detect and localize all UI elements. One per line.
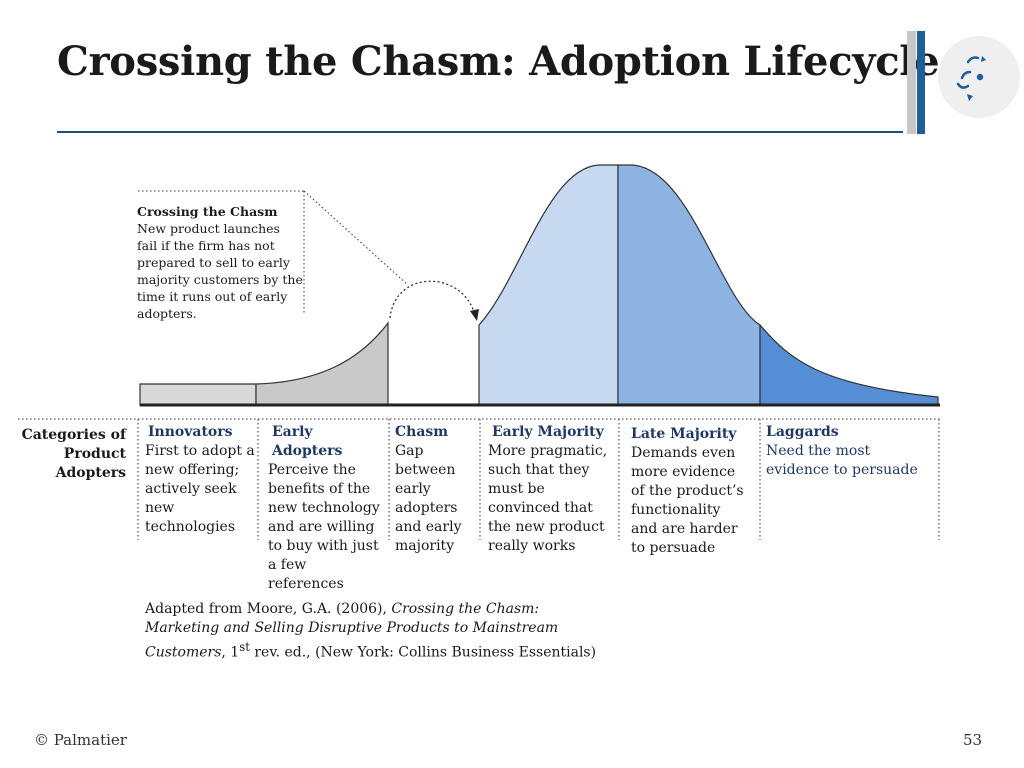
footer-copyright: © Palmatier	[34, 731, 127, 749]
callout-heading: Crossing the Chasm	[137, 204, 278, 219]
citation-book-title: Crossing the Chasm: Marketing and Sellin…	[145, 601, 559, 661]
accent-bar-blue	[917, 31, 925, 134]
category-chasm: Chasm Gap between early adopters and ear…	[395, 423, 475, 556]
accent-bar-gray	[907, 31, 916, 134]
chasm-callout: Crossing the Chasm New product launches …	[137, 203, 303, 322]
citation-prefix: Adapted from Moore, G.A. (2006),	[145, 601, 392, 617]
citation: Adapted from Moore, G.A. (2006), Crossin…	[145, 600, 615, 663]
laggards-segment	[759, 323, 939, 406]
category-text: More pragmatic, such that they must be c…	[488, 443, 608, 554]
logo-circle	[938, 36, 1020, 118]
early-adopters-segment	[255, 321, 389, 406]
category-early-adopters: Early Adopters Perceive the benefits of …	[268, 423, 386, 594]
late-majority-segment	[617, 164, 761, 406]
category-text: First to adopt a new offering; actively …	[145, 443, 255, 535]
category-late-majority: Late Majority Demands even more evidence…	[631, 425, 749, 558]
title-underline	[57, 131, 903, 133]
citation-edition: , 1	[221, 644, 240, 661]
callout-body: New product launches fail if the firm ha…	[137, 221, 303, 321]
category-text: Need the most evidence to persuade	[766, 443, 918, 478]
citation-suffix: rev. ed., (New York: Collins Business Es…	[249, 644, 597, 661]
category-heading: Early Majority	[492, 424, 604, 440]
category-heading: Early Adopters	[272, 424, 343, 459]
category-innovators: Innovators First to adopt a new offering…	[145, 423, 255, 537]
category-text: Demands even more evidence of the produc…	[631, 445, 744, 556]
category-heading: Late Majority	[631, 426, 737, 442]
category-text: Gap between early adopters and early maj…	[395, 443, 462, 554]
category-heading: Chasm	[395, 424, 449, 440]
category-heading: Laggards	[766, 424, 839, 440]
innovators-segment	[139, 383, 257, 406]
category-early-majority: Early Majority More pragmatic, such that…	[488, 423, 614, 556]
category-text: Perceive the benefits of the new technol…	[268, 462, 380, 592]
cycle-arrows-icon	[956, 56, 986, 101]
category-laggards: Laggards Need the most evidence to persu…	[766, 423, 936, 480]
slide-title: Crossing the Chasm: Adoption Lifecycle	[57, 38, 940, 85]
category-heading: Innovators	[148, 424, 233, 440]
early-majority-segment	[478, 164, 619, 406]
row-label: Categories of Product Adopters	[21, 427, 126, 481]
page-number: 53	[963, 731, 983, 749]
chasm-arrow	[389, 280, 475, 319]
citation-edition-sup: st	[239, 640, 250, 654]
